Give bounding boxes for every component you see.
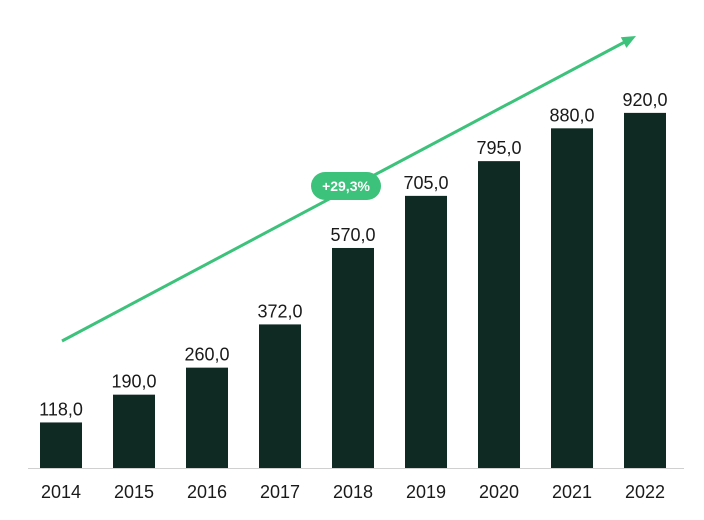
x-tick-label-2016: 2016 xyxy=(187,482,227,502)
bar-value-label-2019: 705,0 xyxy=(403,173,448,193)
bar-value-label-2022: 920,0 xyxy=(622,90,667,110)
bar-2018 xyxy=(332,247,374,468)
x-tick-label-2014: 2014 xyxy=(41,482,81,502)
trend-arrow-head xyxy=(620,36,636,48)
bar-2021 xyxy=(551,128,593,468)
bar-2022 xyxy=(624,112,666,468)
x-tick-label-2018: 2018 xyxy=(333,482,373,502)
trend-annotation: +29,3% xyxy=(61,36,636,343)
x-tick-label-2022: 2022 xyxy=(625,482,665,502)
growth-badge xyxy=(311,172,381,200)
bar-value-label-2014: 118,0 xyxy=(39,399,83,419)
bar-2016 xyxy=(186,367,228,468)
x-tick-label-2015: 2015 xyxy=(114,482,154,502)
bar-value-label-2017: 372,0 xyxy=(257,301,302,321)
x-tick-label-2021: 2021 xyxy=(552,482,592,502)
x-tick-label-2019: 2019 xyxy=(406,482,446,502)
bars-group xyxy=(40,112,666,468)
growth-badge-label: +29,3% xyxy=(322,178,370,194)
bar-value-label-2021: 880,0 xyxy=(549,105,594,125)
bar-2017 xyxy=(259,324,301,468)
bar-value-label-2018: 570,0 xyxy=(330,225,375,245)
bar-2015 xyxy=(113,394,155,468)
bar-value-label-2016: 260,0 xyxy=(184,345,229,365)
bar-2014 xyxy=(40,422,82,468)
value-labels-group: 118,0 190,0 260,0 372,0 570,0 705,0 795,0 880,0… xyxy=(39,90,667,420)
bar-2020 xyxy=(478,161,520,468)
x-tick-label-2020: 2020 xyxy=(479,482,519,502)
bar-value-label-2015: 190,0 xyxy=(111,372,156,392)
x-tick-label-2017: 2017 xyxy=(260,482,300,502)
bar-value-label-2020: 795,0 xyxy=(476,138,521,158)
x-tick-labels-group: 2014 2015 2016 2017 2018 2019 2020 2021 2022 xyxy=(41,482,665,502)
bar-2019 xyxy=(405,195,447,468)
